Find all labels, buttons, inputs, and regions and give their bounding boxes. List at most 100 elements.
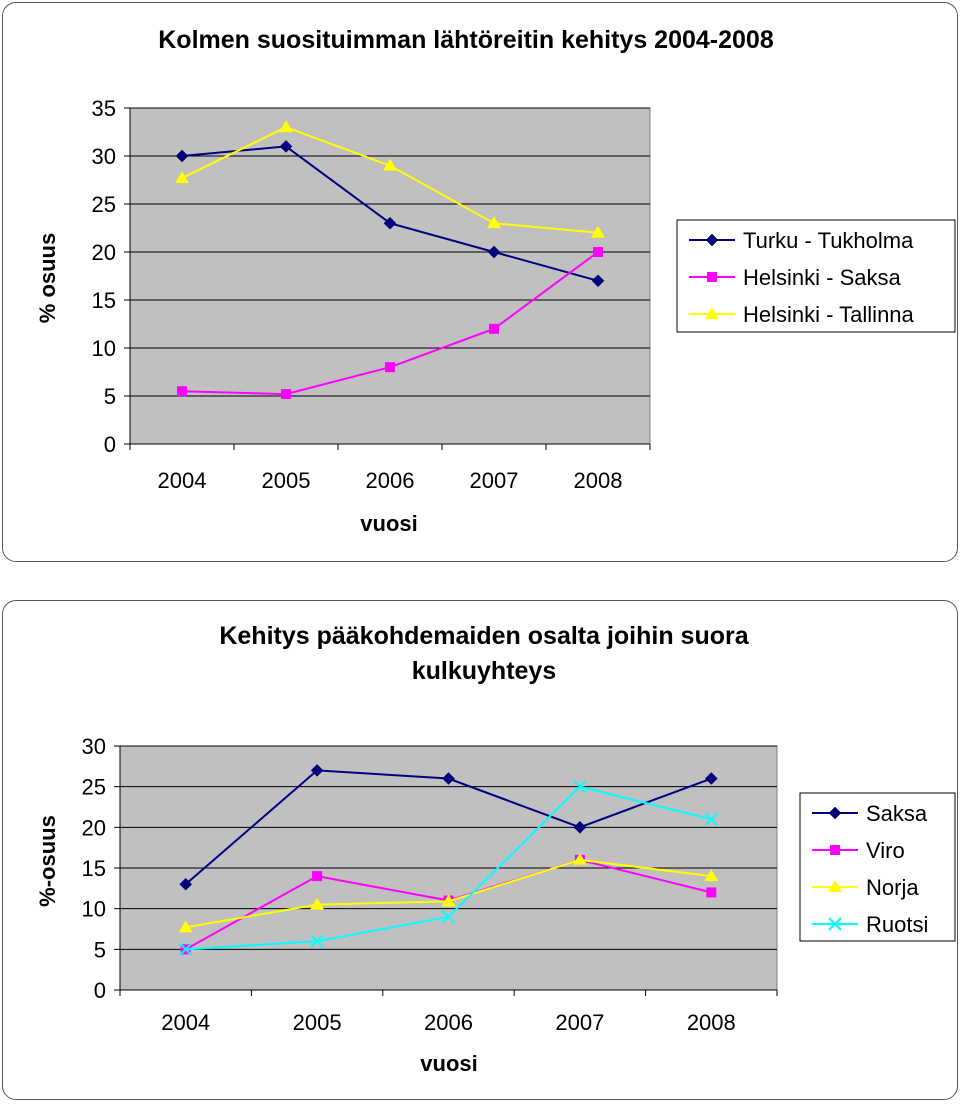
legend-label: Ruotsi <box>866 912 928 937</box>
data-point-2005 <box>310 897 325 910</box>
data-point-2007 <box>489 323 499 334</box>
data-point-2007 <box>572 852 587 865</box>
chart-title: Kolmen suosituimman lähtöreitin kehitys … <box>158 26 774 54</box>
legend-item-0: Saksa <box>812 801 928 826</box>
x-tick-label-2006: 2006 <box>366 468 415 493</box>
y-tick-label-5: 25 <box>92 192 116 217</box>
legend-marker <box>830 845 840 855</box>
x-axis-label: vuosi <box>360 511 417 536</box>
plot-area <box>129 107 651 445</box>
legend-marker <box>828 917 842 931</box>
data-point-2006-stroke-b <box>441 910 456 924</box>
x-tick-label-2007: 2007 <box>470 468 519 493</box>
series-helsinki-tallinna <box>175 120 605 238</box>
data-point-2005 <box>279 120 293 133</box>
x-tick-label-2004: 2004 <box>161 1010 210 1035</box>
data-point-2004 <box>179 877 193 891</box>
series-turku-tukholma <box>175 140 605 288</box>
y-tick-label-1: 5 <box>104 384 116 409</box>
legend-label: Helsinki - Tallinna <box>743 302 915 327</box>
y-tick-label-3: 15 <box>92 288 116 313</box>
series-norja <box>178 852 719 933</box>
series-saksa <box>179 764 718 891</box>
y-tick-label-6: 30 <box>82 734 106 759</box>
y-tick-label-7: 35 <box>92 96 116 121</box>
chart-panel-countries: Kehitys pääkohdemaiden osalta joihin suo… <box>2 600 958 1100</box>
y-tick-label-2: 10 <box>92 336 116 361</box>
legend-item-3: Ruotsi <box>812 912 928 937</box>
data-point-2005 <box>279 140 293 153</box>
y-tick-label-6: 30 <box>92 144 116 169</box>
data-point-2004 <box>177 386 187 397</box>
x-tick-label-2004: 2004 <box>158 468 207 493</box>
data-point-2006 <box>383 158 397 171</box>
data-point-2004 <box>175 171 189 184</box>
data-point-2007-stroke-b <box>573 779 587 794</box>
legend-marker <box>707 272 717 282</box>
legend-label: Norja <box>866 875 919 900</box>
legend-marker <box>705 307 719 319</box>
x-tick-label-2008: 2008 <box>574 468 623 493</box>
legend-item-2: Norja <box>812 875 919 900</box>
data-point-2006 <box>441 894 456 907</box>
data-point-2004 <box>175 149 189 163</box>
legend-marker-stroke-b <box>828 917 842 931</box>
data-point-2005 <box>310 934 324 948</box>
x-tick-label-2005: 2005 <box>293 1010 342 1035</box>
x-tick-label-2008: 2008 <box>687 1010 736 1035</box>
legend: Turku - Tukholma Helsinki - Saksa Helsinki… <box>676 219 956 333</box>
data-point-2007 <box>487 216 501 229</box>
y-tick-label-0: 0 <box>94 978 106 1003</box>
x-tick-label-2006: 2006 <box>424 1010 473 1035</box>
legend-marker <box>828 880 842 892</box>
data-point-2007 <box>573 820 587 834</box>
legend-label: Helsinki - Saksa <box>743 265 901 290</box>
data-point-2007 <box>573 779 587 794</box>
y-tick-label-2: 10 <box>82 897 106 922</box>
data-point-2006 <box>385 362 395 373</box>
data-point-2004 <box>178 920 193 933</box>
y-tick-label-5: 25 <box>82 775 106 800</box>
chart-panel-routes: Kolmen suosituimman lähtöreitin kehitys … <box>2 2 958 562</box>
data-point-2007 <box>487 245 501 259</box>
data-point-2005 <box>281 389 291 400</box>
chart-title-line-2: kulkuyhteys <box>412 657 557 685</box>
data-point-2005-stroke-b <box>310 934 324 948</box>
legend-label: Saksa <box>866 801 928 826</box>
chart-title-line-1: Kehitys pääkohdemaiden osalta joihin suo… <box>219 622 749 650</box>
data-point-2006 <box>442 772 455 785</box>
data-point-2008 <box>591 225 605 238</box>
y-axis-label: % osuus <box>35 233 60 323</box>
data-point-2004-stroke-b <box>178 942 193 957</box>
y-tick-label-3: 15 <box>82 856 106 881</box>
legend-label: Viro <box>866 838 905 863</box>
countries-line-chart: Kehitys pääkohdemaiden osalta joihin suo… <box>35 622 956 1076</box>
series-ruotsi <box>178 779 719 957</box>
legend-item-0: Turku - Tukholma <box>689 228 914 253</box>
x-axis-label: vuosi <box>420 1051 477 1076</box>
y-tick-label-1: 5 <box>94 937 106 962</box>
y-tick-label-0: 0 <box>104 432 116 457</box>
data-point-2008 <box>593 247 603 257</box>
data-point-2006 <box>383 216 397 230</box>
data-point-2005 <box>312 871 323 882</box>
x-tick-label-2005: 2005 <box>262 468 311 493</box>
legend-box <box>799 792 956 942</box>
x-tick-label-2007: 2007 <box>555 1010 604 1035</box>
data-point-2005 <box>310 764 324 777</box>
data-point-2008 <box>704 812 719 826</box>
legend-item-2: Helsinki - Tallinna <box>689 302 915 327</box>
data-point-2008-stroke-b <box>704 812 719 826</box>
legend: Saksa Viro Norja Ruotsi <box>799 792 956 942</box>
legend-marker <box>705 233 719 247</box>
y-tick-label-4: 20 <box>82 815 106 840</box>
legend-item-1: Helsinki - Saksa <box>689 265 901 290</box>
legend-marker <box>828 806 842 820</box>
data-point-2004 <box>178 942 193 957</box>
y-tick-label-4: 20 <box>92 240 116 265</box>
routes-line-chart: Kolmen suosituimman lähtöreitin kehitys … <box>35 26 956 536</box>
data-point-2008 <box>704 772 718 785</box>
data-point-2008 <box>591 274 605 288</box>
data-point-2008 <box>706 887 717 898</box>
legend-label: Turku - Tukholma <box>743 228 914 253</box>
